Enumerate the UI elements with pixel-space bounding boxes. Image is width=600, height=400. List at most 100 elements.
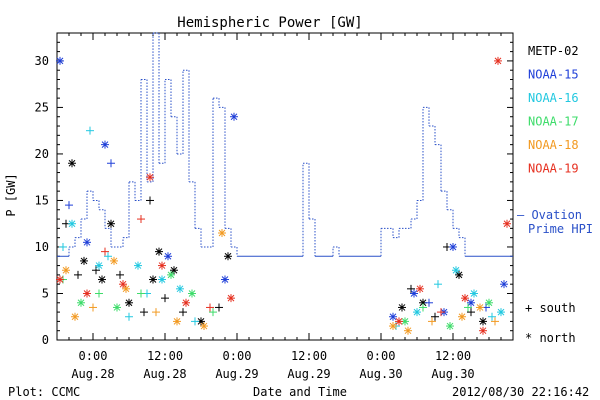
- data-point: [59, 242, 67, 251]
- data-point: [215, 303, 223, 312]
- data-point: [467, 298, 475, 307]
- data-point: [218, 229, 226, 238]
- chart-title: Hemispheric Power [GW]: [177, 15, 362, 31]
- data-points: [56, 56, 511, 335]
- data-point: [416, 284, 424, 293]
- y-tick-label: 30: [35, 54, 49, 68]
- plot-frame: [56, 32, 514, 341]
- x-axis-label: Date and Time: [253, 385, 347, 399]
- legend: METP-02 NOAA-15 NOAA-16 NOAA-17 NOAA-18 NOAA-…: [517, 44, 593, 345]
- data-point: [437, 308, 445, 317]
- legend-series: NOAA-16: [528, 91, 579, 105]
- y-tick-label: 5: [42, 286, 49, 300]
- x-tick-date: Aug.28: [143, 367, 186, 381]
- data-point: [230, 112, 238, 121]
- data-point: [479, 326, 487, 335]
- data-point: [95, 261, 103, 270]
- x-tick-time: 0:00: [223, 349, 252, 363]
- y-tick-label: 25: [35, 100, 49, 114]
- legend-north: * north: [525, 331, 576, 345]
- data-point: [446, 322, 454, 331]
- data-point: [179, 308, 187, 317]
- x-tick-date: Aug.29: [287, 367, 330, 381]
- data-point: [467, 308, 475, 317]
- data-point: [176, 284, 184, 293]
- data-point: [77, 298, 85, 307]
- x-tick-time: 12:00: [147, 349, 183, 363]
- x-tick-time: 12:00: [435, 349, 471, 363]
- data-point: [173, 317, 181, 326]
- data-point: [464, 303, 472, 312]
- data-point: [62, 266, 70, 275]
- data-point: [452, 266, 460, 275]
- data-point: [137, 289, 145, 298]
- x-tick-date: Aug.30: [359, 367, 402, 381]
- data-point: [125, 312, 133, 321]
- data-point: [56, 275, 64, 284]
- data-point: [92, 266, 100, 275]
- data-point: [164, 252, 172, 261]
- data-point: [68, 159, 76, 168]
- y-tick-label: 15: [35, 193, 49, 207]
- x-tick-time: 0:00: [79, 349, 108, 363]
- footer-left: Plot: CCMC: [8, 385, 80, 399]
- data-point: [188, 289, 196, 298]
- data-point: [71, 312, 79, 321]
- data-point: [209, 308, 217, 317]
- data-point: [119, 280, 127, 289]
- data-point: [146, 196, 154, 205]
- data-point: [89, 303, 97, 312]
- axes: 0 5 10 15 20 25 30 0:00 Aug.28 12:00 Aug.28 0:00 Aug…: [35, 32, 514, 381]
- legend-series: NOAA-18: [528, 138, 579, 152]
- data-point: [122, 284, 130, 293]
- x-tick-time: 0:00: [367, 349, 396, 363]
- data-point: [389, 322, 397, 331]
- data-point: [182, 298, 190, 307]
- data-point: [158, 261, 166, 270]
- data-point: [221, 275, 229, 284]
- legend-ovation: — Ovation: [517, 208, 582, 222]
- x-tick-date: Aug.30: [431, 367, 474, 381]
- legend-ovation-2: Prime HPI: [528, 222, 593, 236]
- data-point: [434, 280, 442, 289]
- data-point: [98, 275, 106, 284]
- data-point: [152, 308, 160, 317]
- data-point: [56, 56, 64, 65]
- data-point: [80, 256, 88, 265]
- data-point: [476, 303, 484, 312]
- legend-series: NOAA-17: [528, 115, 579, 129]
- data-point: [170, 266, 178, 275]
- legend-series: METP-02: [528, 44, 579, 58]
- y-tick-label: 20: [35, 147, 49, 161]
- data-point: [134, 261, 142, 270]
- data-point: [158, 275, 166, 284]
- data-point: [431, 312, 439, 321]
- y-tick-label: 0: [42, 333, 49, 347]
- data-point: [83, 289, 91, 298]
- data-point: [113, 303, 121, 312]
- data-point: [407, 284, 415, 293]
- data-point: [146, 173, 154, 182]
- data-point: [110, 256, 118, 265]
- data-point: [500, 280, 508, 289]
- data-point: [227, 294, 235, 303]
- data-point: [410, 289, 418, 298]
- data-point: [404, 326, 412, 335]
- data-point: [191, 317, 199, 326]
- data-point: [161, 294, 169, 303]
- data-point: [206, 303, 214, 312]
- data-point: [86, 126, 94, 135]
- x-tick-date: Aug.29: [215, 367, 258, 381]
- x-tick-date: Aug.28: [71, 367, 114, 381]
- data-point: [167, 270, 175, 279]
- data-point: [491, 317, 499, 326]
- ovation-series: [57, 32, 513, 257]
- data-point: [398, 303, 406, 312]
- legend-series: NOAA-15: [528, 68, 579, 82]
- data-point: [155, 247, 163, 256]
- legend-series: NOAA-19: [528, 162, 579, 176]
- data-point: [101, 140, 109, 149]
- data-point: [413, 308, 421, 317]
